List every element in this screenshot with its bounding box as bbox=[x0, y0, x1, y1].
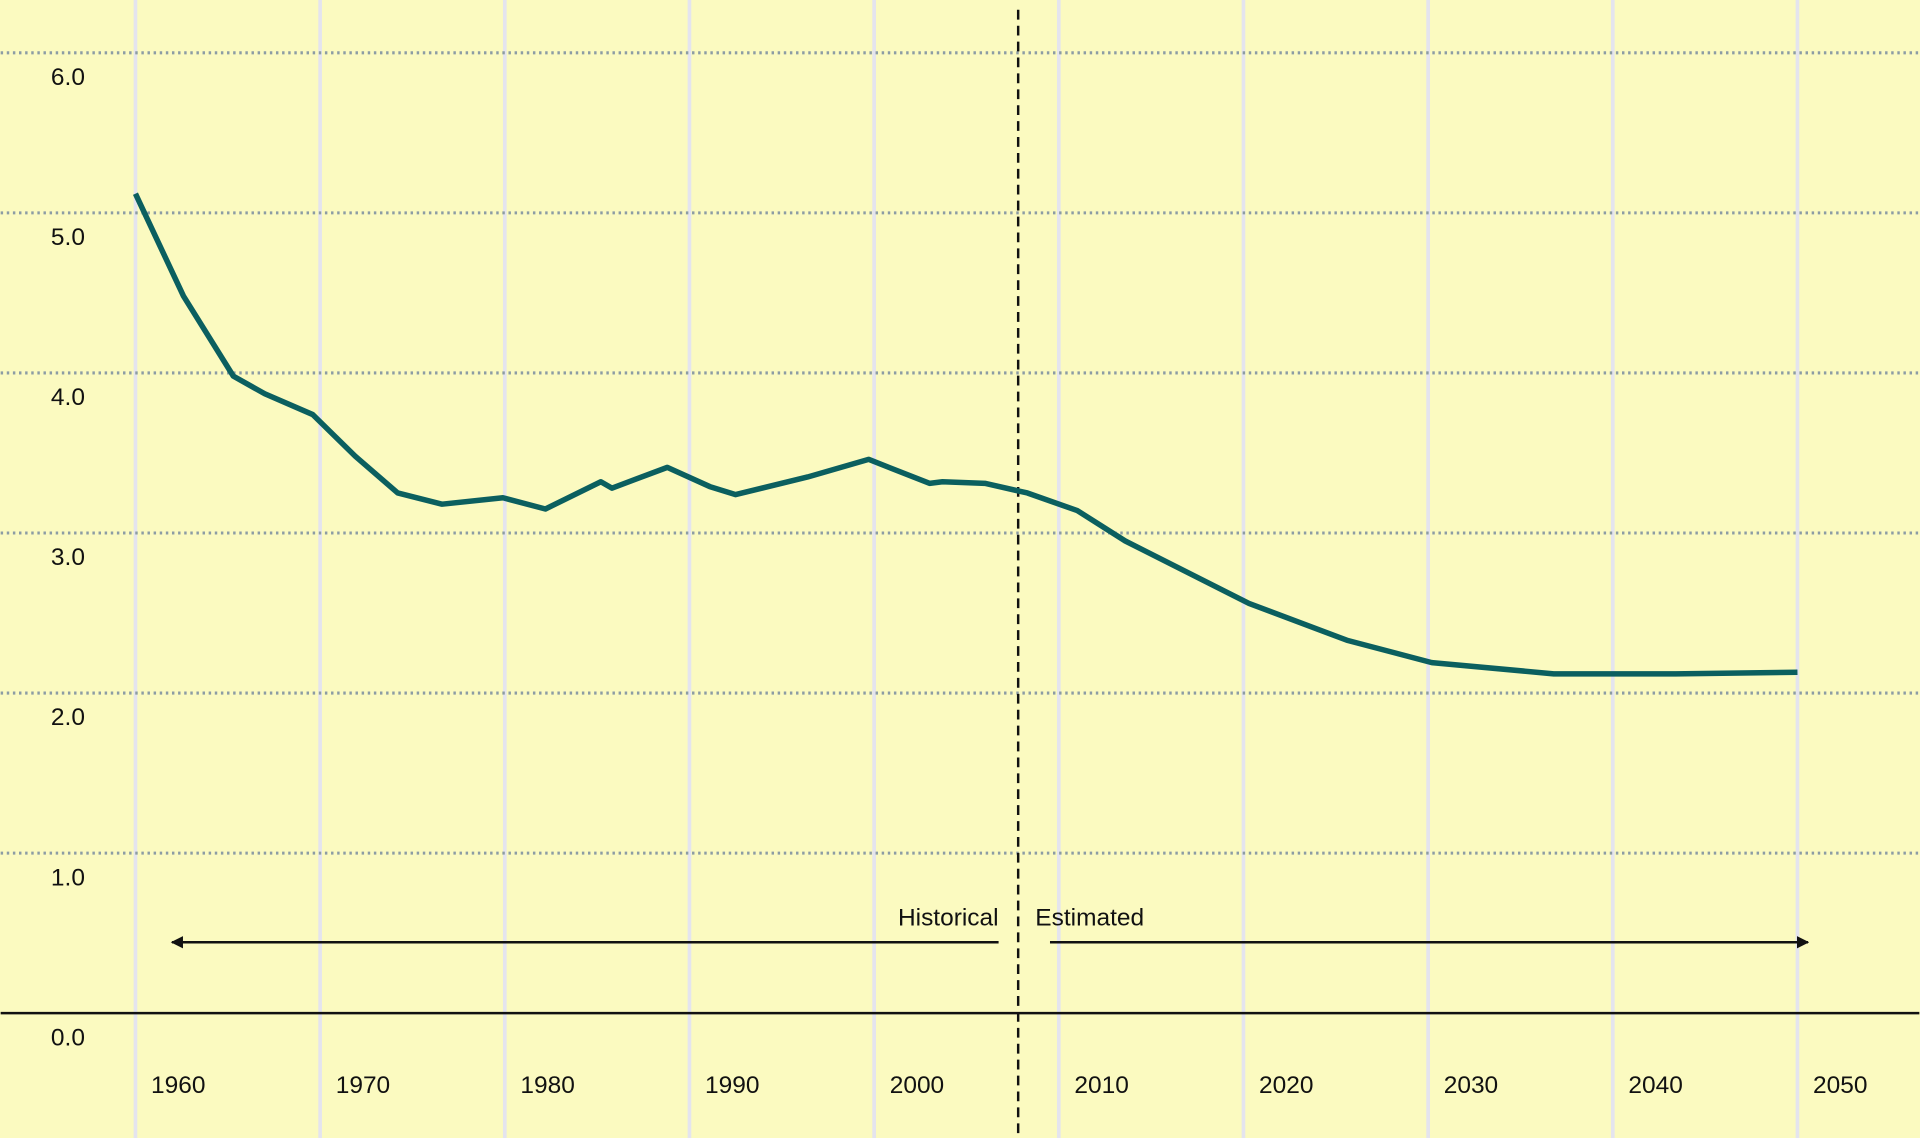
x-tick-label: 1960 bbox=[151, 1072, 205, 1099]
x-tick-label: 1980 bbox=[520, 1072, 574, 1099]
x-tick-label: 2030 bbox=[1444, 1072, 1498, 1099]
y-tick-label: 3.0 bbox=[51, 544, 85, 571]
x-tick-label: 2020 bbox=[1259, 1072, 1313, 1099]
x-tick-label: 1970 bbox=[336, 1072, 390, 1099]
x-tick-label: 2050 bbox=[1813, 1072, 1867, 1099]
y-tick-label: 0.0 bbox=[51, 1024, 85, 1051]
y-tick-label: 2.0 bbox=[51, 704, 85, 731]
x-tick-label: 2000 bbox=[890, 1072, 944, 1099]
y-tick-label: 6.0 bbox=[51, 64, 85, 91]
y-tick-label: 5.0 bbox=[51, 224, 85, 251]
annotation-estimated: Estimated bbox=[1035, 904, 1144, 931]
x-tick-label: 1990 bbox=[705, 1072, 759, 1099]
y-tick-label: 1.0 bbox=[51, 864, 85, 891]
line-series bbox=[132, 192, 1798, 677]
x-tick-label: 2010 bbox=[1074, 1072, 1128, 1099]
plot bbox=[132, 9, 1810, 1138]
x-tick-label: 2040 bbox=[1628, 1072, 1682, 1099]
y-tick-label: 4.0 bbox=[51, 384, 85, 411]
annotation-historical: Historical bbox=[898, 904, 999, 931]
